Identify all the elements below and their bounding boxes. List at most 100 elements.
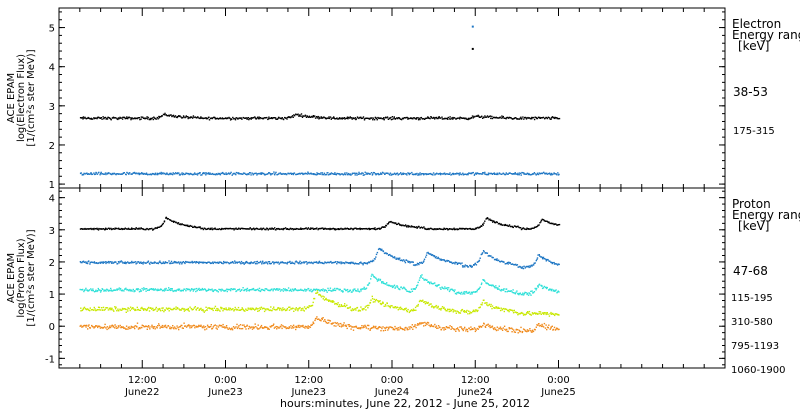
data-point xyxy=(180,116,182,118)
data-point xyxy=(99,289,101,291)
data-point xyxy=(360,173,362,175)
data-point xyxy=(238,261,241,263)
data-point xyxy=(329,320,331,322)
data-point xyxy=(339,288,341,291)
data-point xyxy=(204,117,206,119)
data-point xyxy=(468,172,470,174)
data-point xyxy=(410,225,413,227)
data-point xyxy=(173,326,176,328)
data-point xyxy=(276,228,278,230)
data-point xyxy=(499,260,501,263)
data-point xyxy=(479,226,481,228)
data-point xyxy=(292,324,295,326)
data-point xyxy=(514,117,516,119)
data-point xyxy=(358,171,360,174)
data-point xyxy=(483,323,485,325)
data-point xyxy=(171,220,173,222)
data-point xyxy=(531,329,534,331)
data-point xyxy=(146,116,148,118)
data-point xyxy=(316,174,318,176)
data-point xyxy=(82,118,84,120)
data-point xyxy=(464,228,466,230)
data-point xyxy=(202,308,204,311)
data-point xyxy=(403,172,405,175)
data-point xyxy=(352,261,354,264)
data-point xyxy=(459,227,461,230)
y-axis-label: log(Electron Flux) xyxy=(16,54,27,142)
data-point xyxy=(473,310,475,312)
data-point xyxy=(476,261,479,263)
data-point xyxy=(149,328,151,330)
data-point xyxy=(496,117,498,119)
data-point xyxy=(533,226,536,228)
data-point xyxy=(446,308,449,310)
data-point xyxy=(282,290,285,292)
data-point xyxy=(362,309,364,311)
data-point xyxy=(79,325,81,327)
data-point xyxy=(209,117,212,120)
data-point xyxy=(205,306,207,308)
data-point xyxy=(491,326,493,328)
data-point xyxy=(87,116,89,119)
data-point xyxy=(93,227,95,230)
data-point xyxy=(511,309,513,311)
data-point xyxy=(246,287,249,290)
data-point xyxy=(255,227,258,229)
data-point xyxy=(262,117,265,120)
outlier-point xyxy=(471,25,474,28)
data-point xyxy=(365,117,367,119)
data-point xyxy=(156,116,158,119)
data-point xyxy=(102,306,105,309)
data-point xyxy=(370,172,373,174)
data-point xyxy=(203,117,205,119)
data-point xyxy=(80,228,82,230)
data-point xyxy=(550,117,553,119)
data-point xyxy=(178,172,180,174)
data-point xyxy=(314,289,316,291)
data-point xyxy=(247,117,250,119)
data-point xyxy=(92,118,94,120)
data-point xyxy=(356,290,358,292)
data-point xyxy=(123,327,125,329)
data-point xyxy=(191,262,194,264)
data-point xyxy=(380,330,382,332)
data-point xyxy=(285,327,287,330)
data-point xyxy=(126,116,128,118)
data-point xyxy=(117,327,119,329)
data-point xyxy=(365,327,368,329)
data-point xyxy=(518,329,520,332)
data-point xyxy=(140,116,142,118)
data-point xyxy=(305,116,308,118)
data-point xyxy=(493,116,495,118)
data-point xyxy=(408,260,410,263)
data-point xyxy=(536,226,538,228)
data-point xyxy=(94,326,96,328)
data-point xyxy=(342,324,345,326)
data-point xyxy=(150,307,152,309)
data-point xyxy=(162,289,164,291)
data-point xyxy=(521,171,523,174)
data-point xyxy=(327,287,329,290)
data-point xyxy=(85,308,88,311)
data-point xyxy=(455,228,457,230)
data-point xyxy=(303,173,305,175)
data-point xyxy=(292,307,294,310)
data-point xyxy=(234,119,237,121)
data-point xyxy=(532,227,534,229)
data-point xyxy=(525,265,528,268)
data-point xyxy=(308,173,310,175)
data-point xyxy=(292,327,295,329)
data-point xyxy=(315,261,318,263)
data-point xyxy=(464,326,466,329)
data-point xyxy=(453,227,455,229)
data-point xyxy=(440,258,442,260)
data-point xyxy=(98,227,100,230)
data-point xyxy=(169,219,171,221)
data-point xyxy=(466,328,469,331)
data-point xyxy=(334,118,336,120)
data-point xyxy=(504,290,506,293)
data-point xyxy=(515,328,518,331)
data-point xyxy=(97,116,99,118)
data-point xyxy=(220,118,222,120)
data-point xyxy=(402,328,404,331)
